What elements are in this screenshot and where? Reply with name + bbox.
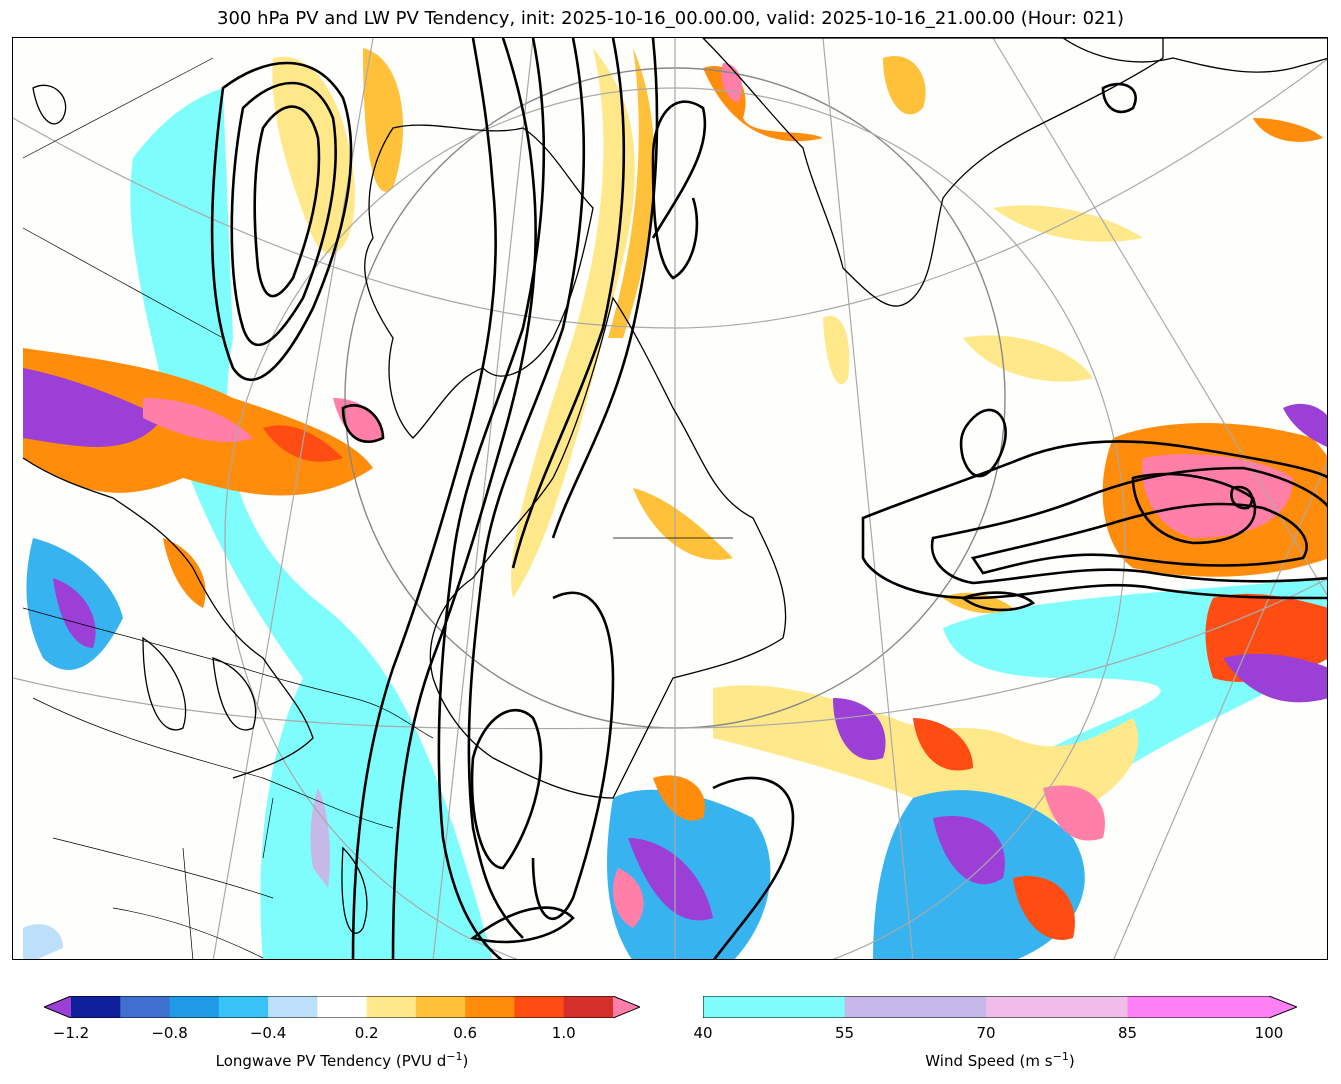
graticule	[13, 38, 1327, 959]
map-canvas	[13, 38, 1327, 959]
colorbar-outline	[702, 995, 1299, 1019]
colorbar-tick-label: 1.0	[551, 1024, 576, 1042]
colorbar-tick-label: 0.2	[354, 1024, 379, 1042]
colorbar-swatch	[366, 996, 417, 1018]
colorbar-swatch	[169, 996, 220, 1018]
colorbar-tick-label: 100	[1254, 1024, 1284, 1042]
map-title: 300 hPa PV and LW PV Tendency, init: 202…	[217, 8, 1124, 29]
colorbar-tick-label: −0.4	[249, 1024, 287, 1042]
colorbar-swatch	[563, 996, 614, 1018]
colorbar-extend-min	[44, 996, 71, 1018]
pv-contours	[210, 38, 1327, 959]
colorbar-swatch	[844, 996, 987, 1018]
colorbar-extend-max	[613, 996, 640, 1018]
jet-purple-patch	[310, 788, 330, 888]
colorbar-tick-label: −0.8	[151, 1024, 188, 1042]
colorbar-extend-max	[1269, 996, 1297, 1018]
pv-tendency-shading	[23, 48, 1327, 959]
pv-tendency-colorbar-label: Longwave PV Tendency (PVU d−1)	[44, 1050, 640, 1070]
colorbar-swatch	[120, 996, 171, 1018]
colorbar-tick-label: 55	[834, 1024, 855, 1042]
colorbar-tick-label: 40	[693, 1024, 713, 1042]
political-borders	[22, 57, 733, 959]
pv-tendency-label-close: )	[462, 1052, 469, 1070]
colorbar-swatch	[218, 996, 269, 1018]
pv-tendency-colorbar-swatches	[42, 995, 642, 1019]
colorbar-tick-label: −1.2	[52, 1024, 90, 1042]
colorbar-swatch	[317, 996, 368, 1018]
colorbar-swatch	[268, 996, 318, 1018]
pv-tendency-label-sup: −1	[446, 1050, 463, 1063]
wind-speed-label-close: )	[1068, 1052, 1075, 1070]
colorbar-swatch	[514, 996, 565, 1018]
colorbar-tick-label: 0.6	[453, 1024, 478, 1042]
wind-speed-colorbar-swatches	[702, 995, 1299, 1019]
colorbar-tick-label: 85	[1117, 1024, 1138, 1042]
map-panel[interactable]	[12, 37, 1328, 960]
wind-speed-label-sup: −1	[1052, 1050, 1069, 1063]
wind-speed-colorbar	[702, 995, 1299, 1019]
colorbar-swatch	[71, 996, 121, 1018]
jet-core-west	[130, 88, 493, 959]
colorbar-swatch	[703, 996, 845, 1018]
wind-speed-label-text: Wind Speed (m s	[925, 1052, 1053, 1070]
colorbar-swatch	[1127, 996, 1270, 1018]
pv-tendency-colorbar	[42, 995, 642, 1019]
colorbar-tick-label: 70	[976, 1024, 996, 1042]
pv-tendency-label-text: Longwave PV Tendency (PVU d	[215, 1052, 447, 1070]
wind-speed-colorbar-label: Wind Speed (m s−1)	[703, 1050, 1297, 1070]
colorbar-swatch	[465, 996, 515, 1018]
colorbar-swatch	[415, 996, 466, 1018]
colorbar-swatch	[986, 996, 1128, 1018]
